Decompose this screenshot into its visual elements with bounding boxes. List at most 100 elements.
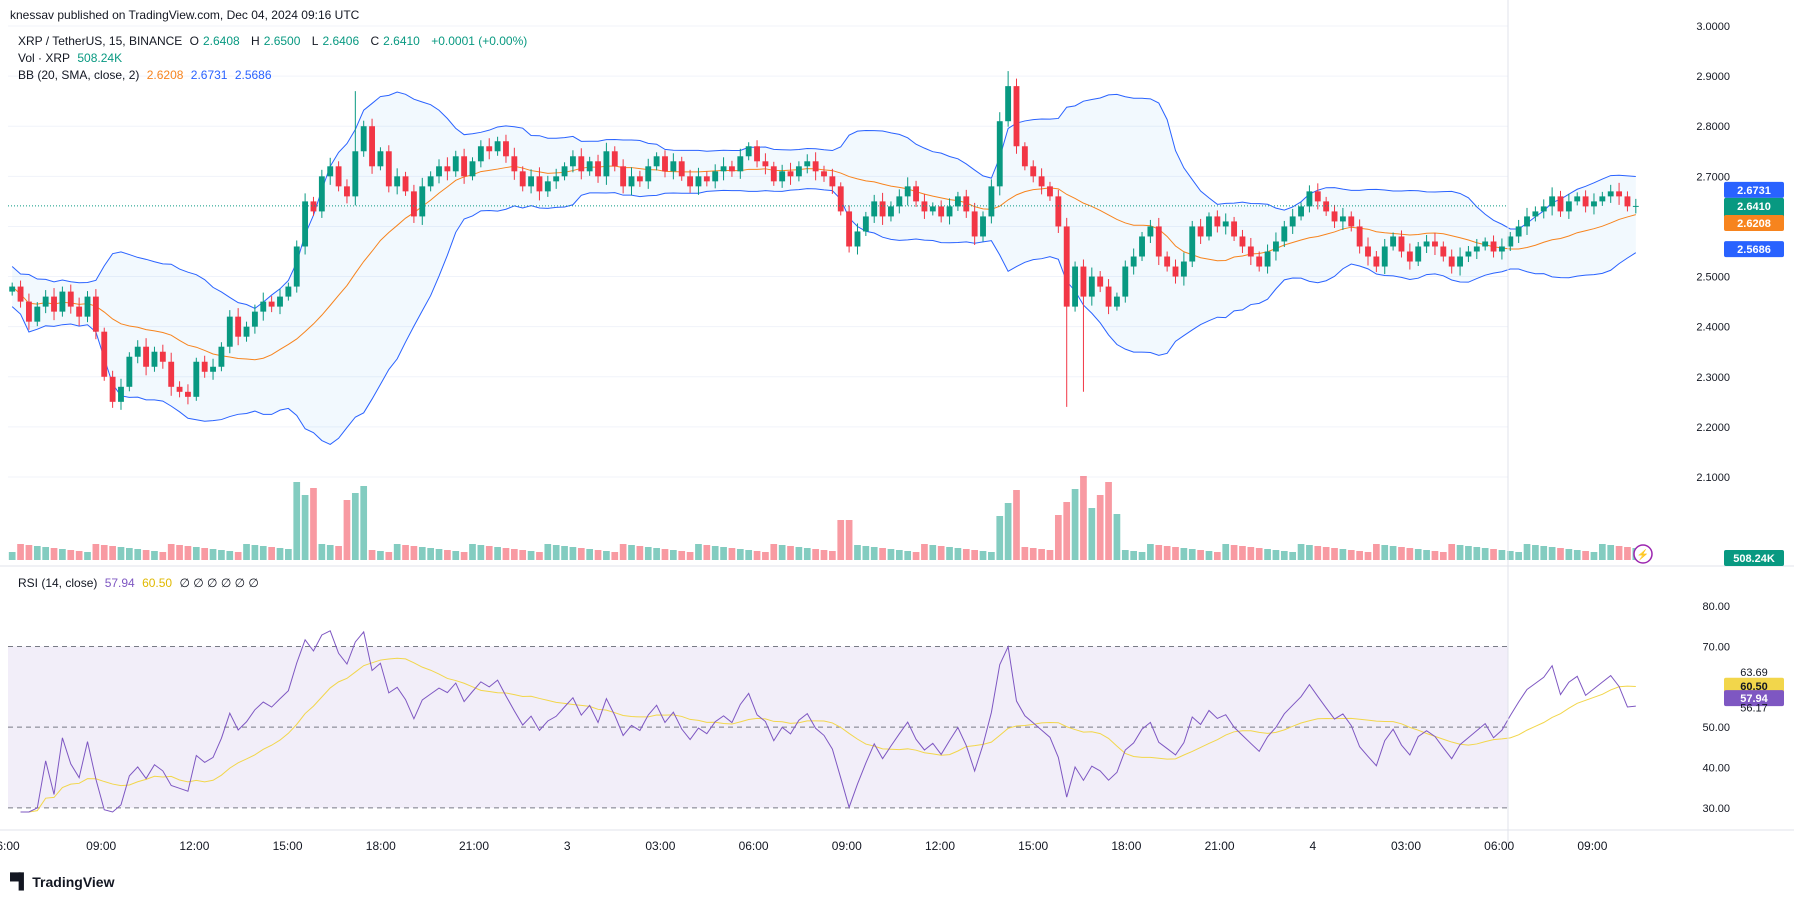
candle-body [118,386,124,402]
bollinger-bands [11,91,1637,445]
volume-bar [84,552,91,560]
volume-bar [1624,547,1631,560]
volume-bar [251,545,259,560]
candle-body [1189,226,1196,262]
candle-body [1038,176,1045,187]
volume-bar [494,547,501,560]
volume-bar [1138,552,1146,560]
volume-bar [1163,546,1171,560]
volume-bar [1222,544,1230,560]
volume-bar [1414,549,1422,560]
candle-body [42,296,49,307]
volume-bar [318,544,326,560]
price-tick-label: 2.2000 [1696,422,1730,434]
volume-bar [1130,551,1138,560]
volume-bar [134,549,142,560]
volume-bar [703,545,711,560]
candle-body [578,156,585,172]
volume-bar [1105,482,1112,560]
volume-bar [536,552,543,560]
candle-body [310,201,317,212]
volume-bar [544,544,552,560]
candle-body [1298,206,1304,217]
volume-bar [996,516,1004,560]
volume-bar [1029,548,1037,560]
rsi-tick-label: 50.00 [1702,722,1730,734]
candle-body [779,171,786,182]
rsi-ma-line [20,657,1636,813]
badge-bb-lower-bg [1724,241,1784,258]
time-tick-label: 03:00 [645,839,675,853]
rsi-badge-ma-bg [1724,677,1784,694]
candle-body [1532,211,1539,217]
bb-upper-line [11,91,1636,309]
volume-bar [561,546,568,560]
volume-bar [259,546,267,560]
volume-bar [795,547,803,560]
tradingview-logo[interactable]: ▀▌ TradingView [10,873,114,890]
volume-bar [1272,550,1280,560]
candle-body [854,231,861,247]
candle-body [1557,196,1564,212]
volume-bar [377,551,384,560]
candle-body [603,151,610,177]
volume-bar [159,552,167,560]
volume-bar [636,546,644,560]
badge-bb-mid: 2.6208 [1737,218,1771,230]
rsi-tick-label: 70.00 [1702,641,1730,653]
candle-body [569,156,576,167]
candle-body [1432,241,1438,247]
candle-body [896,196,903,207]
candle-body [1565,201,1572,212]
volume-bar [1013,490,1020,560]
candle-body [201,361,208,372]
candle-body [1632,205,1639,207]
candle-body [795,166,802,177]
candle-body [494,141,501,152]
candle-body [1574,196,1581,202]
candle-body [754,146,760,162]
candle-body [243,326,250,337]
candle-body [1139,236,1145,257]
candle-body [862,216,869,232]
candle-body [143,346,150,367]
volume-bar [921,544,928,560]
badge-bb-lower: 2.5686 [1737,244,1771,256]
ohlc-high: H 2.6500 [251,34,301,48]
volume-bar [1021,547,1029,560]
candle-body [770,166,777,182]
candle-body [1490,241,1497,252]
bb-upper-value: 2.6731 [190,68,228,82]
candle-body [185,391,191,397]
volume-label: Vol · XRP [18,51,71,65]
volume-bar [577,548,585,560]
candle-body [268,301,275,307]
volume-bar [1197,550,1204,560]
time-tick-label: 12:00 [925,839,955,853]
volume-bar [1054,515,1062,560]
volume-bar [418,547,426,560]
price-badges: 2.67312.641013:432.62082.5686508.24K63.6… [1633,181,1784,714]
volume-bar [285,549,292,560]
volume-bar [1121,550,1129,560]
volume-bar [870,547,878,560]
volume-bar [75,551,83,560]
candle-body [419,186,426,217]
candle-body [929,206,936,212]
candle-body [645,166,652,182]
volume-bar [1038,549,1045,560]
candle-body [620,166,627,187]
badge-bb-upper-bg [1724,181,1784,198]
candle-body [293,246,300,287]
volume-bar [109,546,116,560]
lightning-glyph: ⚡ [1637,548,1649,561]
candle-body [168,361,175,387]
badge-bb-upper: 2.6731 [1737,185,1771,197]
volume-bar [1322,547,1330,560]
candle-body [1373,256,1380,267]
candle-body [92,296,99,332]
volume-bar [201,548,209,560]
candle-body [1072,266,1079,307]
candle-body [1465,251,1472,257]
